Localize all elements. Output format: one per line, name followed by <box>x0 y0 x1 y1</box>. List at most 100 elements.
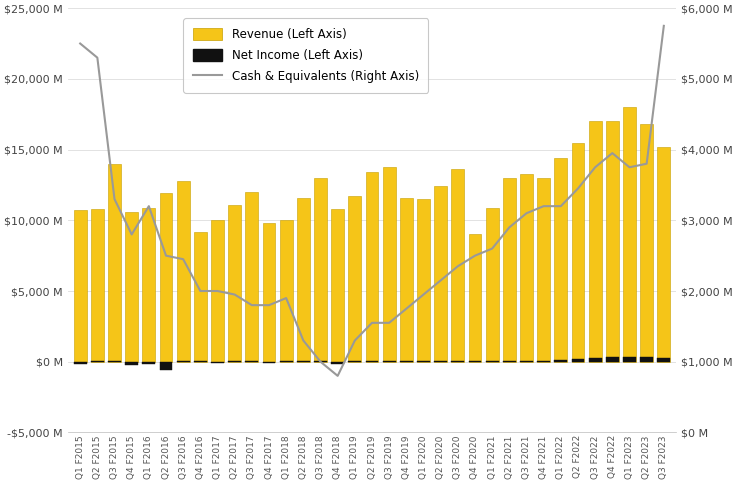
Bar <box>469 234 481 362</box>
Bar <box>142 362 156 364</box>
Bar <box>91 209 104 362</box>
Bar <box>623 357 636 362</box>
Cash & Equivalents (Right Axis) <box>573 185 582 191</box>
Bar <box>211 362 224 363</box>
Cash & Equivalents (Right Axis) <box>93 55 102 60</box>
Bar <box>108 361 121 362</box>
Bar <box>383 167 396 362</box>
Cash & Equivalents (Right Axis) <box>385 320 394 326</box>
Cash & Equivalents (Right Axis) <box>282 295 290 301</box>
Bar <box>331 362 344 364</box>
Cash & Equivalents (Right Axis) <box>316 359 325 365</box>
Cash & Equivalents (Right Axis) <box>453 263 462 269</box>
Bar <box>177 181 189 362</box>
Cash & Equivalents (Right Axis) <box>265 302 273 308</box>
Bar <box>400 198 413 362</box>
Bar <box>74 211 87 362</box>
Bar <box>314 178 327 362</box>
Bar <box>331 209 344 362</box>
Bar <box>245 361 258 362</box>
Cash & Equivalents (Right Axis) <box>470 253 479 258</box>
Bar <box>297 198 310 362</box>
Cash & Equivalents (Right Axis) <box>350 338 359 343</box>
Bar <box>383 361 396 362</box>
Bar <box>125 362 138 365</box>
Cash & Equivalents (Right Axis) <box>625 164 634 170</box>
Bar <box>589 358 601 362</box>
Bar <box>417 199 430 362</box>
Bar <box>297 361 310 362</box>
Bar <box>657 147 670 362</box>
Bar <box>228 361 241 362</box>
Bar <box>280 220 293 362</box>
Bar <box>125 212 138 362</box>
Cash & Equivalents (Right Axis) <box>230 292 239 298</box>
Bar <box>572 142 584 362</box>
Cash & Equivalents (Right Axis) <box>419 292 428 298</box>
Bar <box>451 170 464 362</box>
Bar <box>606 357 619 362</box>
Bar <box>503 361 516 362</box>
Cash & Equivalents (Right Axis) <box>539 203 548 209</box>
Bar <box>160 362 172 370</box>
Bar <box>623 107 636 362</box>
Bar <box>537 178 550 362</box>
Bar <box>554 360 567 362</box>
Bar <box>280 361 293 362</box>
Bar <box>640 357 653 362</box>
Bar <box>228 205 241 362</box>
Bar <box>434 361 447 362</box>
Cash & Equivalents (Right Axis) <box>368 320 377 326</box>
Bar <box>434 186 447 362</box>
Bar <box>469 361 481 362</box>
Bar <box>537 361 550 362</box>
Cash & Equivalents (Right Axis) <box>660 23 668 29</box>
Bar <box>349 361 361 362</box>
Cash & Equivalents (Right Axis) <box>213 288 222 294</box>
Bar <box>400 361 413 362</box>
Bar <box>503 178 516 362</box>
Cash & Equivalents (Right Axis) <box>179 256 188 262</box>
Bar <box>160 193 172 362</box>
Bar <box>520 361 533 362</box>
Cash & Equivalents (Right Axis) <box>556 203 565 209</box>
Bar <box>314 361 327 362</box>
Bar <box>194 232 207 362</box>
Bar <box>451 361 464 362</box>
Bar <box>194 361 207 362</box>
Cash & Equivalents (Right Axis) <box>522 210 531 216</box>
Cash & Equivalents (Right Axis) <box>144 203 153 209</box>
Cash & Equivalents (Right Axis) <box>76 41 85 46</box>
Bar <box>657 358 670 362</box>
Bar <box>74 362 87 364</box>
Bar <box>366 361 378 362</box>
Bar <box>142 208 156 362</box>
Bar <box>486 208 499 362</box>
Bar <box>554 158 567 362</box>
Line: Cash & Equivalents (Right Axis): Cash & Equivalents (Right Axis) <box>80 26 664 376</box>
Cash & Equivalents (Right Axis) <box>196 288 205 294</box>
Bar <box>417 361 430 362</box>
Cash & Equivalents (Right Axis) <box>161 253 170 258</box>
Bar <box>91 361 104 362</box>
Cash & Equivalents (Right Axis) <box>110 196 119 202</box>
Bar <box>108 164 121 362</box>
Bar <box>262 362 276 363</box>
Cash & Equivalents (Right Axis) <box>591 164 600 170</box>
Bar <box>606 121 619 362</box>
Bar <box>366 172 378 362</box>
Cash & Equivalents (Right Axis) <box>436 278 445 284</box>
Cash & Equivalents (Right Axis) <box>128 231 136 237</box>
Cash & Equivalents (Right Axis) <box>505 225 514 230</box>
Bar <box>486 361 499 362</box>
Bar <box>520 173 533 362</box>
Cash & Equivalents (Right Axis) <box>248 302 256 308</box>
Cash & Equivalents (Right Axis) <box>402 306 411 312</box>
Cash & Equivalents (Right Axis) <box>333 373 342 379</box>
Cash & Equivalents (Right Axis) <box>299 338 308 343</box>
Bar <box>349 196 361 362</box>
Bar <box>572 359 584 362</box>
Bar <box>211 220 224 362</box>
Cash & Equivalents (Right Axis) <box>608 150 617 156</box>
Bar <box>640 124 653 362</box>
